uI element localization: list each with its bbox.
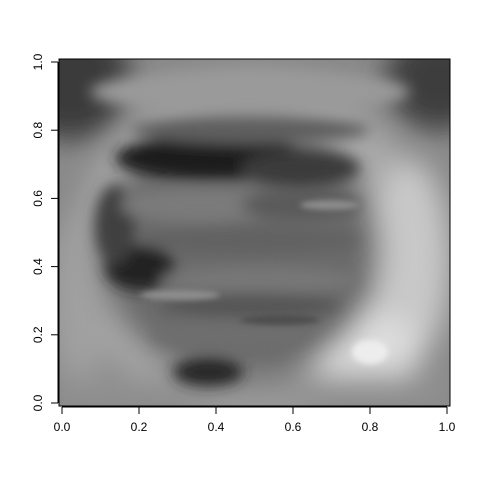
heatmap-region (370, 160, 450, 360)
y-tick-label: 0.4 (31, 258, 45, 275)
y-axis: 0.0 0.2 0.4 0.6 0.8 1.0 (31, 53, 59, 411)
heatmap-image (59, 59, 450, 406)
heatmap-region (160, 293, 340, 317)
x-tick-label: 0.4 (208, 420, 225, 434)
heatmap-region (90, 70, 410, 114)
y-tick-label: 1.0 (31, 53, 45, 70)
x-tick-label: 1.0 (439, 420, 456, 434)
heatmap-region (240, 315, 320, 325)
heatmap-region (352, 340, 388, 364)
heatmap-region (59, 375, 450, 406)
heatmap-region (240, 150, 360, 186)
y-tick-label: 0.0 (31, 394, 45, 411)
x-tick-label: 0.2 (131, 420, 148, 434)
heatmap-region (140, 290, 220, 300)
heatmap-region (160, 266, 360, 294)
heatmap-region (130, 116, 370, 144)
heatmap-region (385, 59, 450, 130)
y-tick-label: 0.8 (31, 122, 45, 139)
heatmap-region (120, 187, 280, 223)
heatmap-region (59, 59, 130, 140)
heatmap-region (300, 200, 360, 210)
x-tick-label: 0.6 (285, 420, 302, 434)
x-tick-label: 0.8 (362, 420, 379, 434)
x-axis: 0.0 0.2 0.4 0.6 0.8 1.0 (54, 406, 456, 434)
heatmap-region (140, 226, 360, 254)
heatmap-region (173, 358, 243, 386)
heatmap-region (150, 321, 310, 349)
y-tick-label: 0.6 (31, 190, 45, 207)
plot-frame (58, 58, 451, 407)
heatmap-region (59, 210, 110, 390)
y-tick-label: 0.2 (31, 326, 45, 343)
x-tick-label: 0.0 (54, 420, 71, 434)
